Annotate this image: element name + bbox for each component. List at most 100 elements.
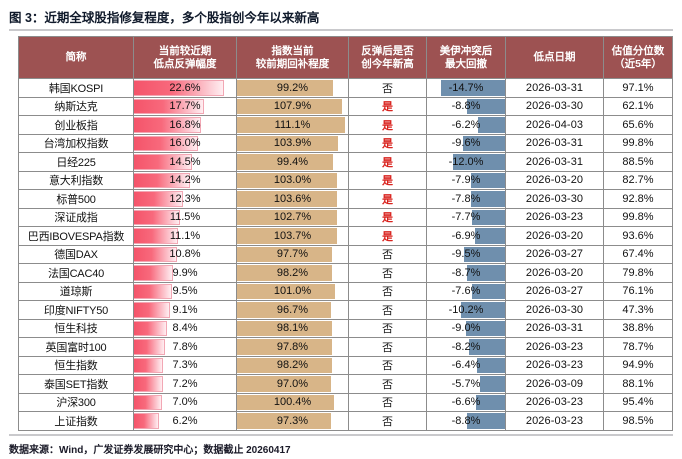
cell-recover: 97.8% xyxy=(236,337,349,357)
cell-drawdown: -10.2% xyxy=(426,300,506,320)
column-header-rebound: 当前较近期 低点反弹幅度 xyxy=(133,36,237,79)
cell-valuation-percentile: 67.4% xyxy=(603,244,673,264)
cell-index-name: 法国CAC40 xyxy=(18,263,134,283)
cell-new-high-flag: 否 xyxy=(348,355,427,375)
table-row: 英国富时100 7.8% 97.8% 否 -8.2% 2026-03-23 78.7% xyxy=(18,337,673,357)
cell-low-date: 2026-03-31 xyxy=(505,318,604,338)
cell-valuation-percentile: 88.5% xyxy=(603,152,673,172)
cell-index-name: 日经225 xyxy=(18,152,134,172)
rebound-value: 16.0% xyxy=(169,137,201,149)
rebound-value: 11.1% xyxy=(169,229,201,242)
rebound-databar xyxy=(134,302,171,318)
recover-databar xyxy=(237,357,333,373)
recover-value: 98.2% xyxy=(276,266,309,279)
cell-new-high-flag: 否 xyxy=(348,78,427,98)
recover-databar xyxy=(237,265,333,281)
cell-low-date: 2026-03-09 xyxy=(505,374,604,394)
recover-value: 103.0% xyxy=(273,174,312,186)
table-body: 韩国KOSPI 22.6% 99.2% 否 -14.7% 2026-03-31 97.1% 纳… xyxy=(18,78,673,431)
drawdown-databar xyxy=(466,413,505,429)
table-header: 简称 当前较近期 低点反弹幅度 指数当前 较前期回补程度 反弹后是否 创今年新高 美伊冲突后最… xyxy=(18,36,673,79)
recover-value: 103.9% xyxy=(273,137,312,149)
cell-new-high-flag: 否 xyxy=(348,411,427,431)
cell-recover: 97.3% xyxy=(236,411,349,431)
cell-rebound: 7.0% xyxy=(133,392,237,412)
rebound-databar xyxy=(134,265,174,281)
column-header-line: 创今年新高 xyxy=(361,57,414,70)
cell-drawdown: -14.7% xyxy=(426,78,506,98)
recover-value: 98.1% xyxy=(276,322,309,334)
cell-drawdown: -9.6% xyxy=(426,133,506,153)
drawdown-databar xyxy=(477,357,505,373)
rebound-value: 11.5% xyxy=(169,211,201,223)
cell-recover: 102.7% xyxy=(236,207,349,227)
column-header-drawdown: 美伊冲突后 最大回撤 xyxy=(426,36,506,79)
recover-value: 107.9% xyxy=(273,100,312,112)
cell-low-date: 2026-03-23 xyxy=(505,207,604,227)
rebound-value: 17.7% xyxy=(169,100,201,112)
rebound-value: 10.8% xyxy=(169,248,201,260)
recover-value: 102.7% xyxy=(273,211,312,223)
cell-low-date: 2026-03-23 xyxy=(505,392,604,412)
cell-drawdown: -8.7% xyxy=(426,263,506,283)
cell-valuation-percentile: 93.6% xyxy=(603,226,673,246)
cell-valuation-percentile: 76.1% xyxy=(603,281,673,301)
column-header-line: 当前较近期 xyxy=(158,44,212,57)
table-row: 深证成指 11.5% 102.7% 是 -7.7% 2026-03-23 99.8% xyxy=(18,207,673,227)
drawdown-databar xyxy=(441,80,505,96)
cell-new-high-flag: 是 xyxy=(348,207,427,227)
cell-low-date: 2026-03-23 xyxy=(505,337,604,357)
rebound-databar xyxy=(134,135,198,151)
cell-index-name: 意大利指数 xyxy=(18,170,134,190)
table-row: 纳斯达克 17.7% 107.9% 是 -8.8% 2026-03-30 62.1% xyxy=(18,96,673,116)
drawdown-value: -7.8% xyxy=(451,192,481,205)
cell-rebound: 14.5% xyxy=(133,152,237,172)
rebound-value: 22.6% xyxy=(169,81,201,94)
cell-valuation-percentile: 78.7% xyxy=(603,337,673,357)
cell-index-name: 标普500 xyxy=(18,189,134,209)
source-note: 数据来源：Wind，广发证券发展研究中心；数据截止 20260417 xyxy=(9,445,291,456)
cell-valuation-percentile: 82.7% xyxy=(603,170,673,190)
cell-recover: 101.0% xyxy=(236,281,349,301)
cell-low-date: 2026-03-23 xyxy=(505,411,604,431)
recover-value: 97.3% xyxy=(276,414,309,427)
cell-index-name: 恒生指数 xyxy=(18,355,134,375)
rebound-value: 7.0% xyxy=(172,396,198,408)
table-row: 恒生科技 8.4% 98.1% 否 -9.0% 2026-03-31 38.8% xyxy=(18,318,673,338)
rebound-value: 7.2% xyxy=(172,377,198,390)
drawdown-value: -6.4% xyxy=(451,359,481,371)
column-header-recover: 指数当前 较前期回补程度 xyxy=(236,36,349,79)
cell-recover: 107.9% xyxy=(236,96,349,116)
rebound-value: 9.5% xyxy=(172,285,198,297)
cell-rebound: 12.3% xyxy=(133,189,237,209)
cell-rebound: 8.4% xyxy=(133,318,237,338)
drawdown-databar xyxy=(470,172,505,188)
drawdown-value: -7.6% xyxy=(451,285,481,297)
cell-new-high-flag: 否 xyxy=(348,300,427,320)
cell-low-date: 2026-03-23 xyxy=(505,355,604,375)
drawdown-databar xyxy=(460,302,505,318)
recover-value: 97.7% xyxy=(276,248,309,260)
recover-value: 97.8% xyxy=(276,340,309,353)
cell-drawdown: -7.8% xyxy=(426,189,506,209)
cell-drawdown: -9.0% xyxy=(426,318,506,338)
recover-value: 111.1% xyxy=(274,118,311,131)
cell-low-date: 2026-03-27 xyxy=(505,281,604,301)
drawdown-value: -14.7% xyxy=(448,81,484,94)
cell-rebound: 6.2% xyxy=(133,411,237,431)
cell-valuation-percentile: 47.3% xyxy=(603,300,673,320)
rebound-databar xyxy=(134,283,172,299)
cell-drawdown: -6.6% xyxy=(426,392,506,412)
cell-index-name: 印度NIFTY50 xyxy=(18,300,134,320)
cell-rebound: 16.0% xyxy=(133,133,237,153)
cell-drawdown: -9.5% xyxy=(426,244,506,264)
cell-drawdown: -7.9% xyxy=(426,170,506,190)
cell-rebound: 17.7% xyxy=(133,96,237,116)
cell-rebound: 9.5% xyxy=(133,281,237,301)
cell-index-name: 深证成指 xyxy=(18,207,134,227)
table-row: 印度NIFTY50 9.1% 96.7% 否 -10.2% 2026-03-30 47.3% xyxy=(18,300,673,320)
cell-low-date: 2026-03-31 xyxy=(505,133,604,153)
drawdown-value: -10.2% xyxy=(448,303,484,316)
cell-drawdown: -8.2% xyxy=(426,337,506,357)
column-header-valuation: 估值分位数 （近5年） xyxy=(603,36,673,79)
